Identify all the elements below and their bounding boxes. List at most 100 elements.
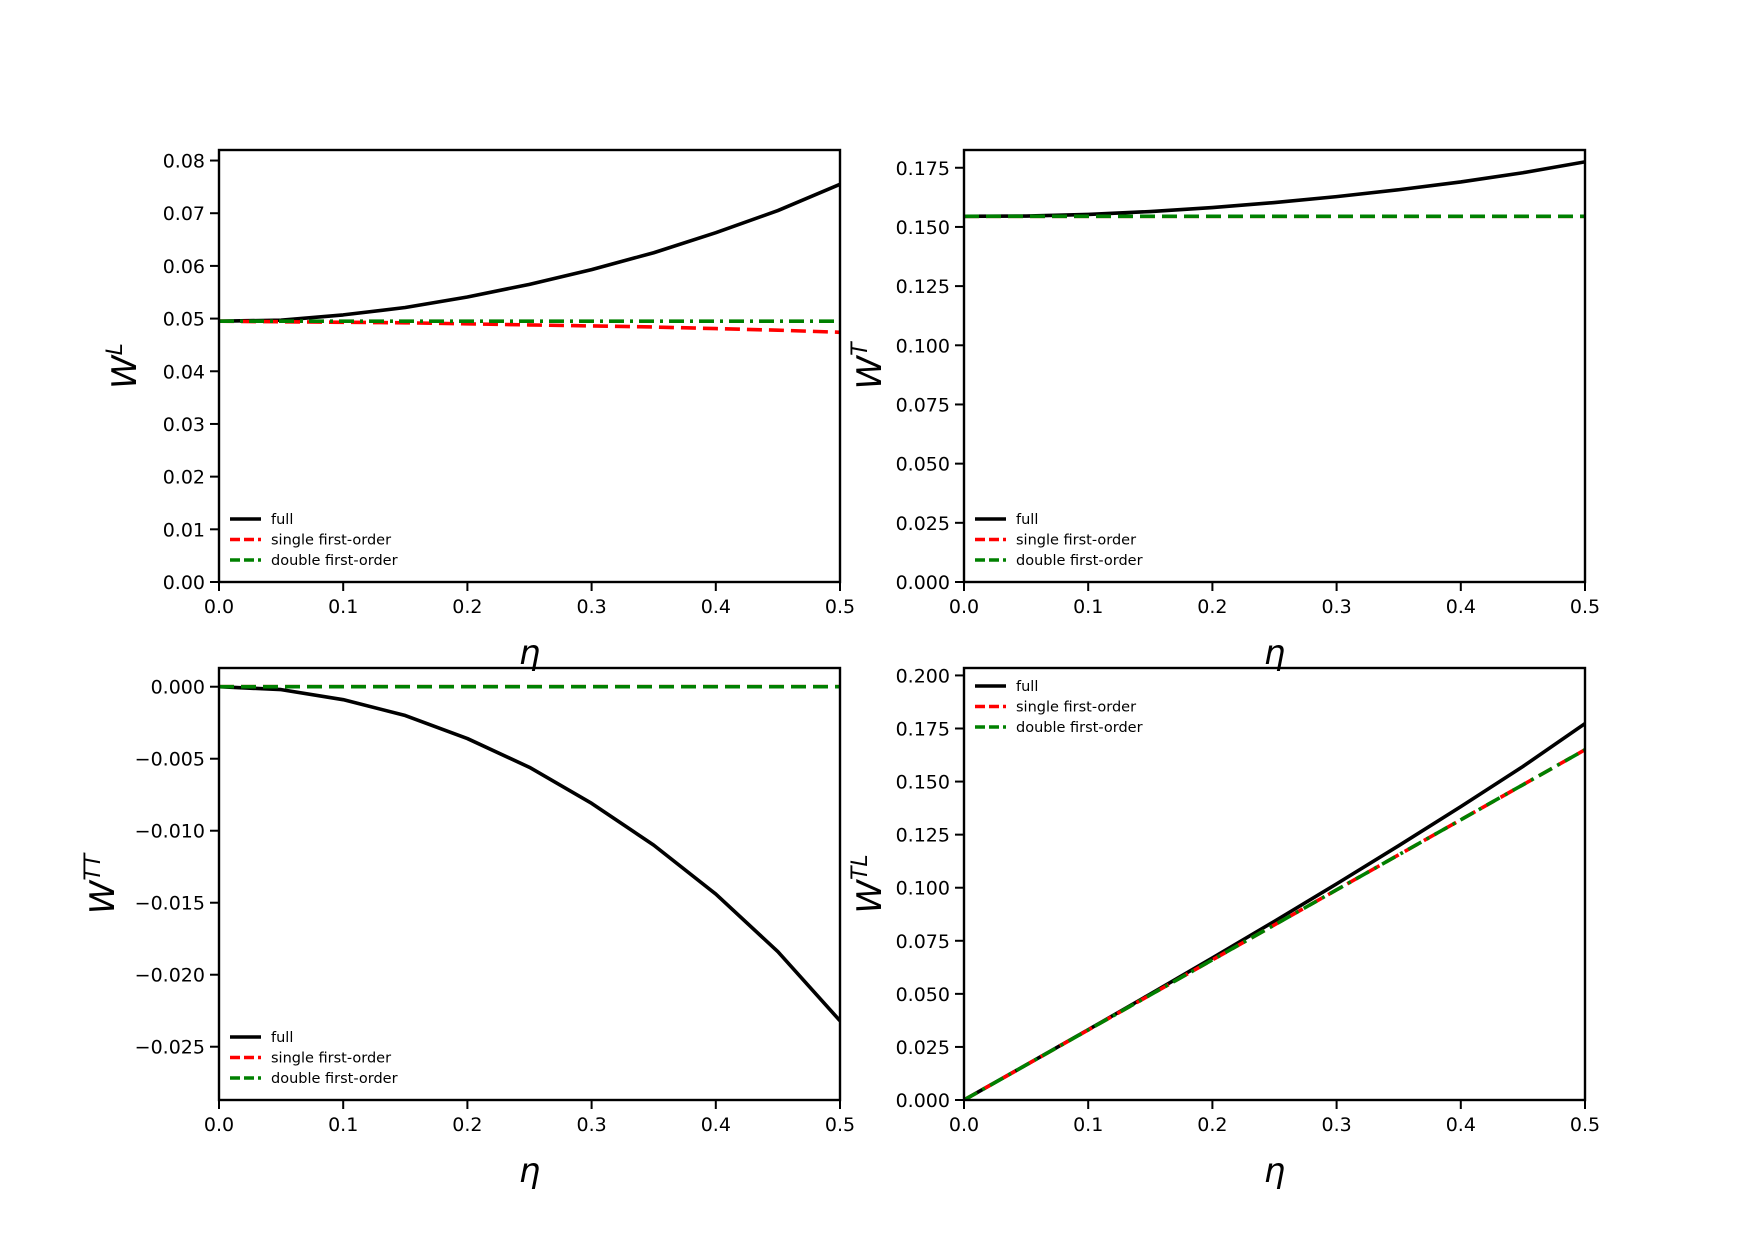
y-tick-label: 0.150 xyxy=(896,772,950,794)
legend: full single first-order double first-order xyxy=(230,512,398,569)
y-tick-label: 0.125 xyxy=(896,825,950,847)
series-group xyxy=(219,182,840,335)
legend-entry: single first-order xyxy=(1016,700,1136,716)
legend-entry: single first-order xyxy=(1016,533,1136,549)
y-tick-label: 0.000 xyxy=(151,677,205,699)
series-line-full xyxy=(964,160,1585,219)
x-tick-label: 0.5 xyxy=(1570,596,1600,618)
y-axis-label-superscript: L xyxy=(103,343,128,355)
y-tick-label: 0.06 xyxy=(163,256,205,278)
plot-frame xyxy=(962,666,1587,1102)
x-tick-label: 0.2 xyxy=(1197,1114,1227,1136)
x-tick-label: 0.3 xyxy=(1321,1114,1351,1136)
legend-entry: single first-order xyxy=(271,533,391,549)
legend-entry: single first-order xyxy=(271,1051,391,1067)
y-axis-label-base: W xyxy=(850,879,890,914)
y-tick-label: −0.025 xyxy=(135,1037,205,1059)
y-tick-label: 0.08 xyxy=(163,151,205,173)
series-line-full xyxy=(964,722,1585,1100)
y-tick-label: 0.02 xyxy=(163,467,205,489)
subplot-4: 0.0 0.1 0.2 0.3 0.4 0.5 0.000 0.025 0.050 0.075 0.… xyxy=(848,665,1600,1191)
legend-entry: double first-order xyxy=(271,1071,398,1087)
y-axis-label: WTL xyxy=(848,854,890,913)
series-line-full xyxy=(219,684,840,1023)
y-tick-label: 0.200 xyxy=(896,665,950,687)
y-axis-label-base: W xyxy=(105,354,145,389)
x-tick-label: 0.4 xyxy=(701,1114,731,1136)
y-tick-label: 0.025 xyxy=(896,513,950,535)
series-group xyxy=(219,684,840,1023)
x-tick-label: 0.2 xyxy=(452,596,482,618)
series-group xyxy=(964,722,1585,1100)
y-tick-label: 0.175 xyxy=(896,719,950,741)
x-tick-label: 0.4 xyxy=(1446,596,1476,618)
y-tick-label: −0.020 xyxy=(135,965,205,987)
x-tick-label: 0.0 xyxy=(949,596,979,618)
x-tick-label: 0.1 xyxy=(328,1114,358,1136)
y-axis-label-superscript: T xyxy=(848,341,873,356)
x-tick-label: 0.2 xyxy=(452,1114,482,1136)
y-tick-label: 0.125 xyxy=(896,276,950,298)
x-tick-label: 0.3 xyxy=(1321,596,1351,618)
x-axis-label: η xyxy=(519,1151,541,1191)
y-axis-label-base: W xyxy=(850,355,890,390)
y-tick-label: 0.050 xyxy=(896,454,950,476)
y-tick-label: −0.010 xyxy=(135,821,205,843)
x-axis-label: η xyxy=(519,633,541,673)
x-tick-label: 0.3 xyxy=(576,1114,606,1136)
x-axis-label: η xyxy=(1264,1151,1286,1191)
legend-entry: full xyxy=(271,1030,293,1046)
x-tick-label: 0.1 xyxy=(1073,596,1103,618)
series-line-full xyxy=(219,182,840,324)
x-tick-label: 0.3 xyxy=(576,596,606,618)
y-tick-label: 0.03 xyxy=(163,414,205,436)
subplot-2: 0.0 0.1 0.2 0.3 0.4 0.5 0.000 0.025 0.050 0.075 0.… xyxy=(848,148,1600,673)
x-tick-label: 0.1 xyxy=(1073,1114,1103,1136)
y-tick-label: 0.025 xyxy=(896,1037,950,1059)
legend-entry: double first-order xyxy=(1016,720,1143,736)
y-tick-label: 0.075 xyxy=(896,931,950,953)
y-tick-label: 0.000 xyxy=(896,1090,950,1112)
plot-frame xyxy=(962,148,1587,584)
y-tick-label: −0.015 xyxy=(135,893,205,915)
legend-entry: double first-order xyxy=(271,553,398,569)
x-tick-label: 0.5 xyxy=(825,596,855,618)
x-tick-label: 0.2 xyxy=(1197,596,1227,618)
series-line-single-first-order xyxy=(964,748,1585,1100)
legend-entry: double first-order xyxy=(1016,553,1143,569)
y-tick-label: 0.100 xyxy=(896,878,950,900)
y-tick-label: 0.00 xyxy=(163,572,205,594)
y-axis-label: WT xyxy=(848,341,890,390)
y-tick-label: 0.000 xyxy=(896,572,950,594)
x-tick-label: 0.4 xyxy=(1446,1114,1476,1136)
y-axis-label: WL xyxy=(103,343,145,389)
y-axis-label-superscript: TL xyxy=(848,854,873,880)
y-tick-label: 0.100 xyxy=(896,335,950,357)
x-tick-label: 0.0 xyxy=(204,1114,234,1136)
y-tick-label: 0.01 xyxy=(163,519,205,541)
series-line-single-first-order xyxy=(219,319,840,335)
y-axis-label: WTT xyxy=(81,852,123,914)
x-tick-label: 0.0 xyxy=(204,596,234,618)
legend-entry: full xyxy=(1016,679,1038,695)
legend-entry: full xyxy=(271,512,293,528)
subplot-3: 0.0 0.1 0.2 0.3 0.4 0.5 −0.025 −0.020 −0.015 −0.0… xyxy=(81,666,855,1191)
x-tick-label: 0.1 xyxy=(328,596,358,618)
y-tick-label: 0.150 xyxy=(896,217,950,239)
y-tick-label: 0.050 xyxy=(896,984,950,1006)
y-tick-label: 0.175 xyxy=(896,158,950,180)
y-tick-label: 0.04 xyxy=(163,361,205,383)
y-tick-label: 0.075 xyxy=(896,394,950,416)
x-axis-label: η xyxy=(1264,633,1286,673)
plot-frame xyxy=(217,666,842,1102)
y-tick-label: 0.07 xyxy=(163,203,205,225)
x-tick-label: 0.0 xyxy=(949,1114,979,1136)
x-tick-label: 0.5 xyxy=(1570,1114,1600,1136)
legend: full single first-order double first-order xyxy=(975,512,1143,569)
y-axis-label-base: W xyxy=(83,879,123,914)
plot-frame xyxy=(217,148,842,584)
legend: full single first-order double first-order xyxy=(230,1030,398,1087)
subplot-1: 0.0 0.1 0.2 0.3 0.4 0.5 0.00 0.01 0.02 0.03 0.04 0.… xyxy=(103,148,855,673)
x-tick-label: 0.5 xyxy=(825,1114,855,1136)
